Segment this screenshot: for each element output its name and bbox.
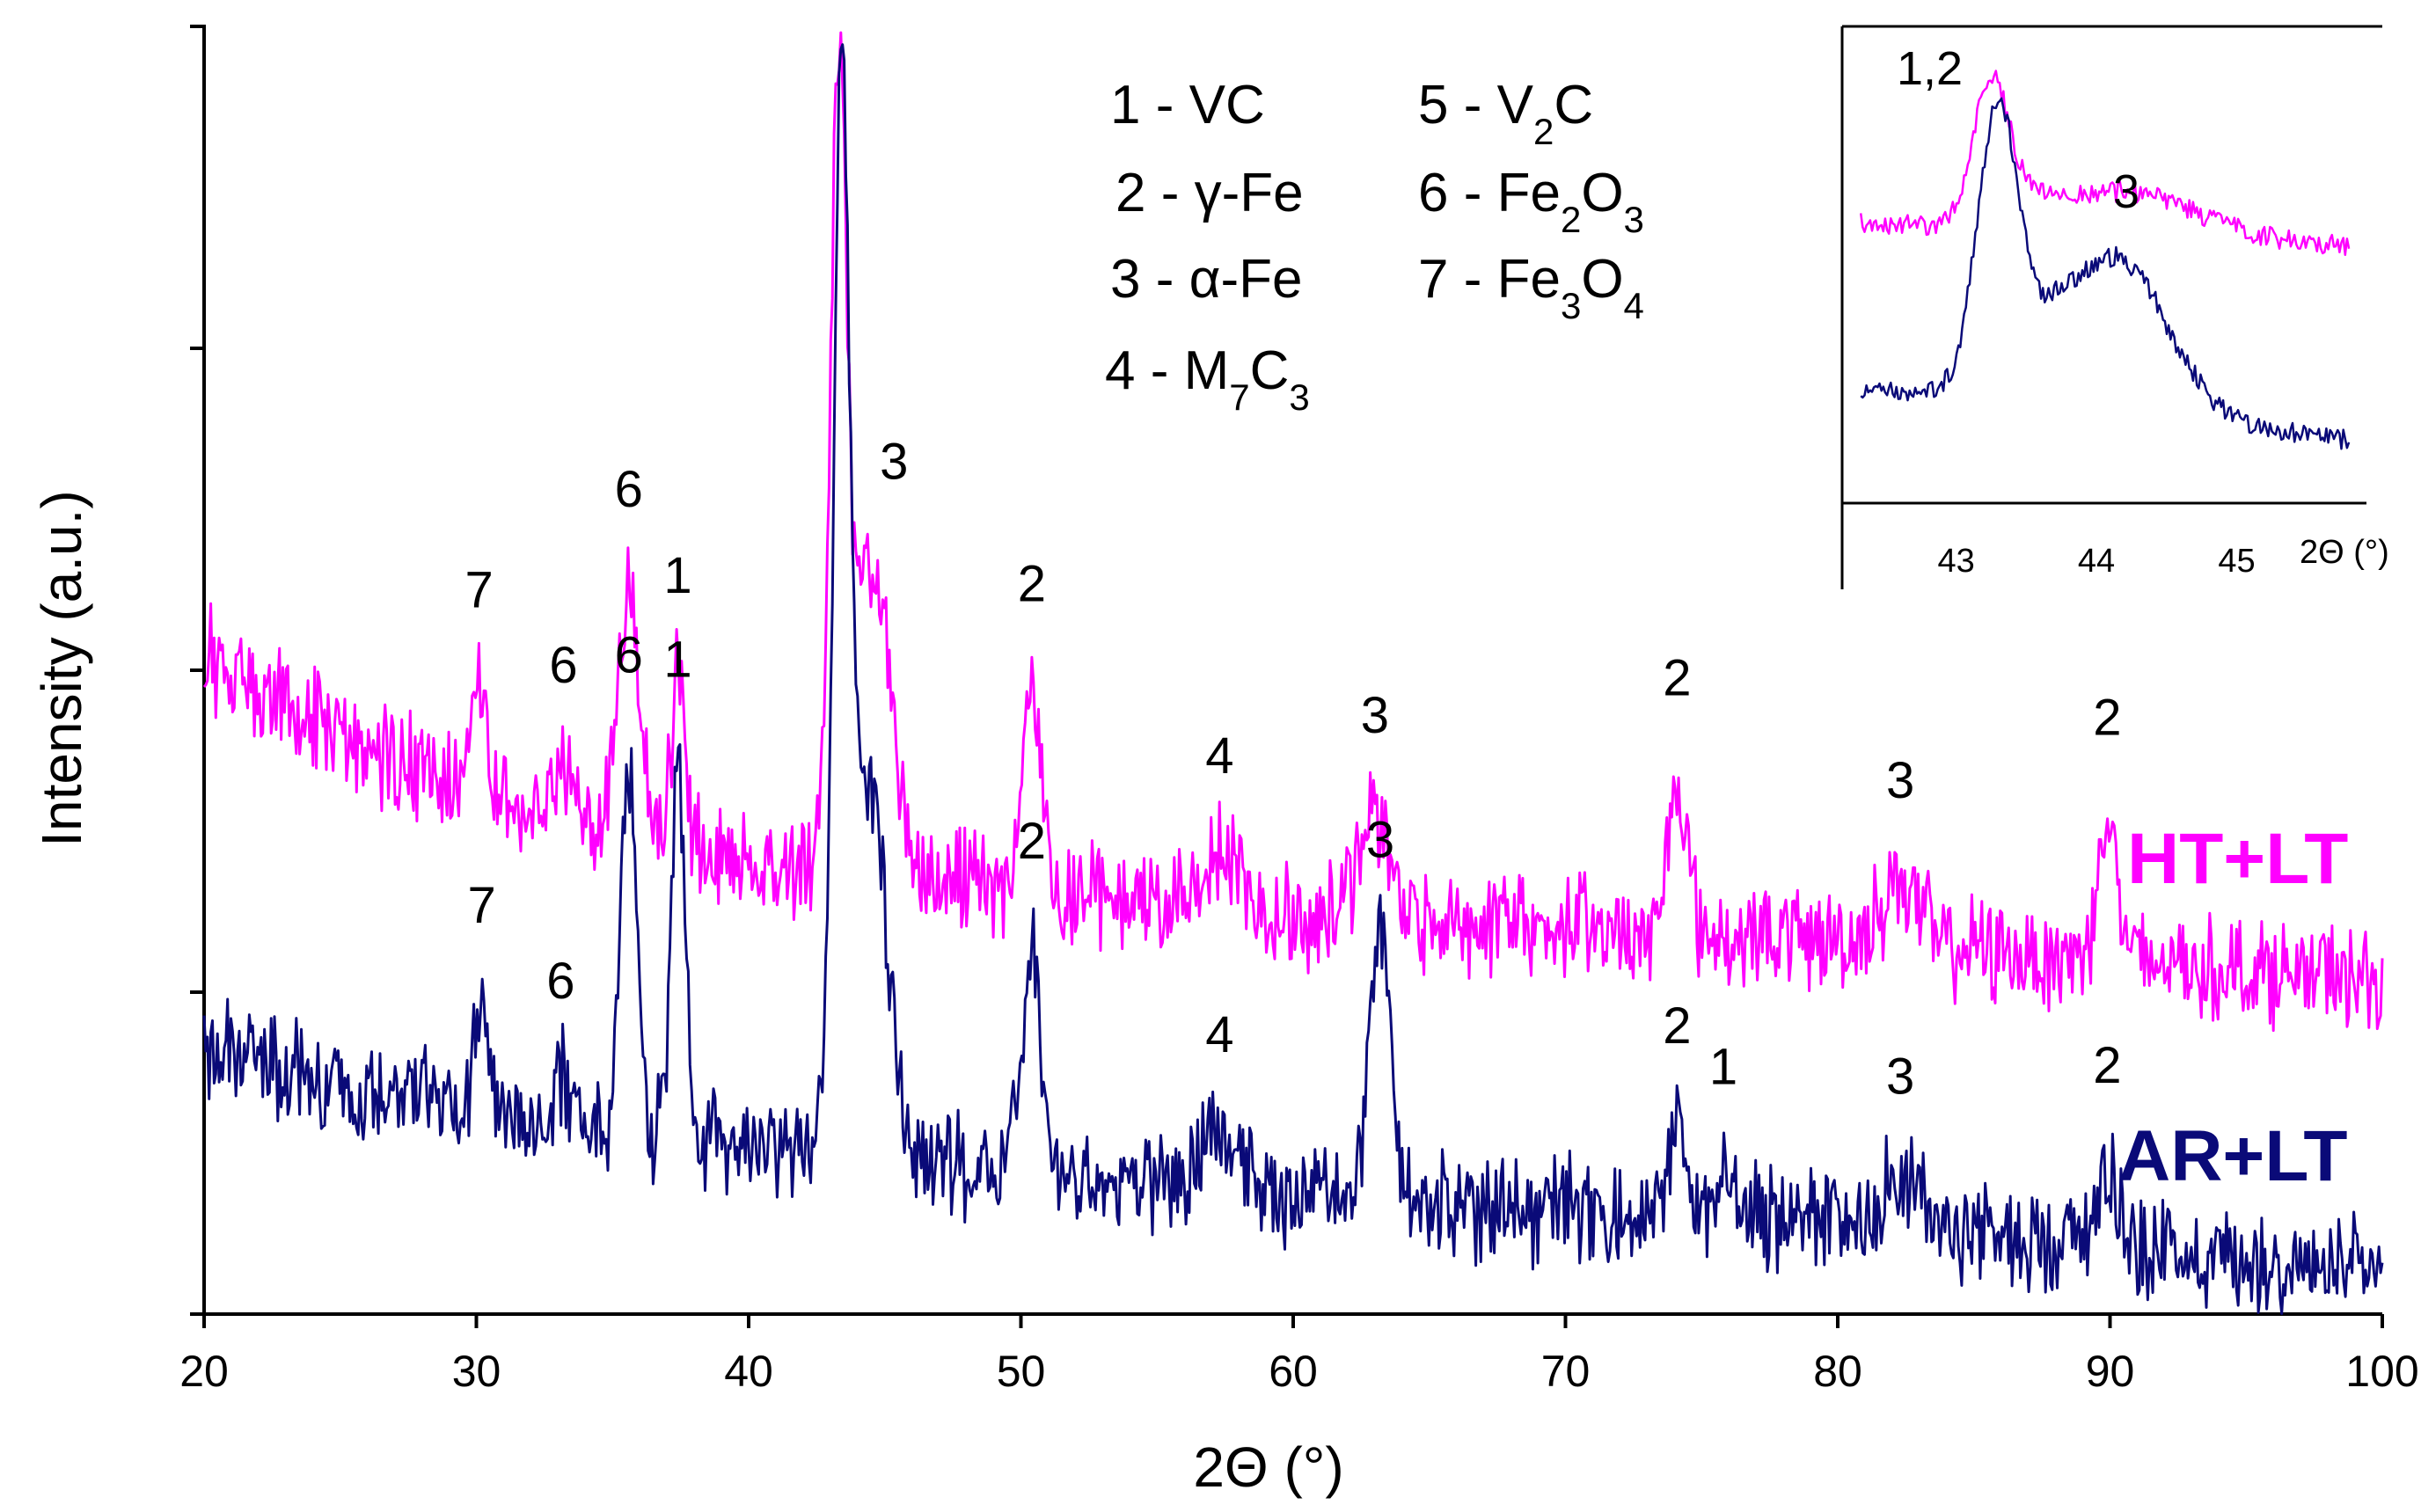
peak-label: 1 bbox=[1709, 1038, 1737, 1095]
peak-label: 3 bbox=[1361, 687, 1389, 744]
peak-label: 6 bbox=[546, 953, 574, 1010]
legend: 1 - VC 2 - γ-Fe 3 - α-Fe 4 - M7C3 5 - V2… bbox=[1105, 75, 1644, 418]
x-tick-label: 100 bbox=[2345, 1347, 2418, 1396]
legend-entry-v2c: 5 - V2C bbox=[1418, 75, 1593, 152]
peak-label: 7 bbox=[464, 561, 493, 618]
legend-formula: Fe3O4 bbox=[1497, 249, 1644, 326]
peak-label: 6 bbox=[615, 626, 643, 683]
legend-entry-vc: 1 - VC bbox=[1110, 75, 1265, 135]
x-tick-label: 80 bbox=[1813, 1347, 1862, 1396]
x-tick-label: 60 bbox=[1269, 1347, 1318, 1396]
peak-label: 1 bbox=[663, 547, 691, 604]
legend-entry-fe3o4: 7 - Fe3O4 bbox=[1418, 249, 1644, 326]
legend-entry-m7c3: 4 - M7C3 bbox=[1105, 340, 1310, 418]
peak-label: 2 bbox=[1018, 555, 1046, 612]
series-label-ht-lt: HT+LT bbox=[2127, 819, 2348, 899]
peak-label: 3 bbox=[1366, 812, 1394, 869]
legend-entry-fe2o3: 6 - Fe2O3 bbox=[1418, 163, 1644, 240]
peak-label: 6 bbox=[615, 461, 643, 518]
series-line-ar-lt bbox=[202, 43, 2384, 1315]
inset-peak-label-12: 1,2 bbox=[1897, 42, 1963, 95]
x-tick-label: 20 bbox=[179, 1347, 229, 1396]
peak-labels: 76611,2324323276612432132 bbox=[464, 434, 2121, 1106]
peak-label: 2 bbox=[1018, 813, 1046, 870]
legend-entry-alpha-fe: 3 - α-Fe bbox=[1110, 249, 1302, 310]
peak-label: 6 bbox=[549, 637, 577, 694]
x-axis-title: 2Θ (°) bbox=[1193, 1435, 1343, 1499]
inset-ticks: 43 44 45 bbox=[1937, 543, 2255, 580]
x-tick-label: 50 bbox=[997, 1347, 1046, 1396]
inset-series-line-ar-lt bbox=[1860, 97, 2351, 450]
x-tick-label: 40 bbox=[724, 1347, 773, 1396]
peak-label: 2 bbox=[1663, 650, 1691, 707]
inset-series-line-ht-lt bbox=[1859, 69, 2351, 257]
inset-x-tick-label: 43 bbox=[1937, 543, 1974, 580]
inset-x-tick-label: 44 bbox=[2078, 543, 2115, 580]
legend-formula: M7C3 bbox=[1184, 340, 1310, 418]
peak-label: 4 bbox=[1205, 727, 1233, 785]
series-label-ar-lt: AR+LT bbox=[2118, 1116, 2347, 1196]
x-tick-label: 70 bbox=[1541, 1347, 1591, 1396]
legend-formula: Fe2O3 bbox=[1497, 163, 1644, 240]
inset-chart: 43 44 45 1,2 3 2Θ (°) bbox=[1840, 25, 2389, 589]
peak-label: 1 bbox=[663, 632, 691, 689]
inset-x-tick-label: 45 bbox=[2218, 543, 2255, 580]
peak-label: 3 bbox=[1886, 1048, 1914, 1105]
peak-label: 2 bbox=[2093, 1037, 2121, 1094]
series-line-ht-lt bbox=[202, 31, 2384, 1033]
x-tick-label: 30 bbox=[452, 1347, 501, 1396]
legend-entry-gamma-fe: 2 - γ-Fe bbox=[1115, 163, 1304, 223]
peak-label: 3 bbox=[1886, 752, 1914, 809]
y-axis-title: Intensity (a.u.) bbox=[30, 490, 93, 847]
peak-label: 2 bbox=[2093, 690, 2121, 747]
peak-label: 7 bbox=[468, 877, 496, 934]
peak-label: 2 bbox=[1663, 997, 1691, 1055]
peak-label: 3 bbox=[880, 434, 908, 491]
peak-label: 4 bbox=[1205, 1006, 1233, 1063]
x-ticks: 20 30 40 50 60 70 80 90 100 bbox=[179, 1314, 2419, 1396]
inset-peak-label-3: 3 bbox=[2113, 165, 2139, 218]
inset-x-axis-title: 2Θ (°) bbox=[2300, 534, 2389, 571]
inset-series bbox=[1859, 69, 2351, 450]
series-layer bbox=[202, 31, 2384, 1315]
x-tick-label: 90 bbox=[2086, 1347, 2135, 1396]
legend-formula: V2C bbox=[1497, 75, 1594, 152]
